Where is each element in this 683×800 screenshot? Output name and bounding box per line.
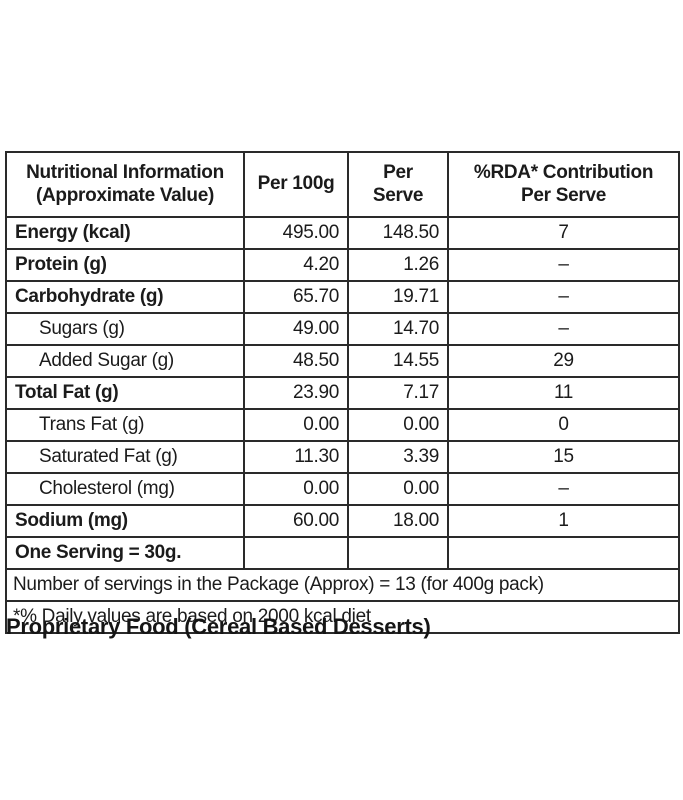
rda-cell: 29 (447, 344, 680, 378)
rda-cell: 15 (447, 440, 680, 474)
header-per-100g: Per 100g (243, 151, 349, 218)
header-line: (Approximate Value) (35, 184, 214, 206)
header-per-serve: Per Serve (347, 151, 449, 218)
rda-cell: 11 (447, 376, 680, 410)
table-row-added-sugar: Added Sugar (g) 48.50 14.55 29 (5, 344, 680, 378)
nutrient-label-cell: Cholesterol (mg) (5, 472, 245, 506)
nutrient-label-cell: Saturated Fat (g) (5, 440, 245, 474)
nutrient-label-cell: Sugars (g) (5, 312, 245, 346)
table-row-cholesterol: Cholesterol (mg) 0.00 0.00 – (5, 472, 680, 506)
table-row-sodium: Sodium (mg) 60.00 18.00 1 (5, 504, 680, 538)
nutrient-label-cell: Energy (kcal) (5, 216, 245, 250)
per-serve-cell: 148.50 (347, 216, 449, 250)
per-100g-cell: 23.90 (243, 376, 349, 410)
table-header-row: Nutritional Information (Approximate Val… (5, 151, 680, 218)
table-row-total-fat: Total Fat (g) 23.90 7.17 11 (5, 376, 680, 410)
nutrient-label-cell: Total Fat (g) (5, 376, 245, 410)
nutrition-table: Nutritional Information (Approximate Val… (5, 151, 680, 634)
nutrient-label-cell: Protein (g) (5, 248, 245, 282)
rda-cell: 1 (447, 504, 680, 538)
per-serve-cell: 0.00 (347, 408, 449, 442)
servings-note-row: Number of servings in the Package (Appro… (5, 568, 680, 602)
per-serve-cell: 18.00 (347, 504, 449, 538)
table-row-saturated-fat: Saturated Fat (g) 11.30 3.39 15 (5, 440, 680, 474)
per-serve-cell: 7.17 (347, 376, 449, 410)
per-100g-cell: 60.00 (243, 504, 349, 538)
daily-value-note: *% Daily values are based on 2000 kcal d… (5, 600, 680, 634)
table-row-one-serving: One Serving = 30g. (5, 536, 680, 570)
header-nutritional-information: Nutritional Information (Approximate Val… (5, 151, 245, 218)
per-100g-cell: 0.00 (243, 472, 349, 506)
header-line: %RDA* Contribution (473, 161, 654, 183)
rda-cell: – (447, 248, 680, 282)
per-100g-cell: 4.20 (243, 248, 349, 282)
table-row-carbohydrate: Carbohydrate (g) 65.70 19.71 – (5, 280, 680, 314)
table-row-energy: Energy (kcal) 495.00 148.50 7 (5, 216, 680, 250)
per-100g-cell: 49.00 (243, 312, 349, 346)
rda-cell: 7 (447, 216, 680, 250)
per-100g-cell: 0.00 (243, 408, 349, 442)
rda-cell: 0 (447, 408, 680, 442)
daily-value-note-row: *% Daily values are based on 2000 kcal d… (5, 600, 680, 634)
product-category-caption: Proprietary Food (Cereal Based Desserts) (6, 614, 431, 639)
per-serve-cell: 1.26 (347, 248, 449, 282)
per-serve-cell: 19.71 (347, 280, 449, 314)
per-100g-cell: 495.00 (243, 216, 349, 250)
per-serve-cell: 3.39 (347, 440, 449, 474)
table-row-protein: Protein (g) 4.20 1.26 – (5, 248, 680, 282)
header-rda-contribution: %RDA* Contribution Per Serve (447, 151, 680, 218)
per-serve-cell: 14.70 (347, 312, 449, 346)
per-100g-cell: 48.50 (243, 344, 349, 378)
per-serve-cell: 14.55 (347, 344, 449, 378)
empty-cell (243, 536, 349, 570)
nutrient-label-cell: Carbohydrate (g) (5, 280, 245, 314)
nutrient-label-cell: Trans Fat (g) (5, 408, 245, 442)
empty-cell (447, 536, 680, 570)
rda-cell: – (447, 280, 680, 314)
servings-note: Number of servings in the Package (Appro… (5, 568, 680, 602)
nutrient-label-cell: Sodium (mg) (5, 504, 245, 538)
nutrient-label-cell: Added Sugar (g) (5, 344, 245, 378)
table-row-trans-fat: Trans Fat (g) 0.00 0.00 0 (5, 408, 680, 442)
per-serve-cell: 0.00 (347, 472, 449, 506)
serving-size-cell: One Serving = 30g. (5, 536, 245, 570)
per-100g-cell: 11.30 (243, 440, 349, 474)
empty-cell (347, 536, 449, 570)
per-100g-cell: 65.70 (243, 280, 349, 314)
header-line: Nutritional Information (26, 161, 224, 183)
rda-cell: – (447, 472, 680, 506)
table-row-sugars: Sugars (g) 49.00 14.70 – (5, 312, 680, 346)
rda-cell: – (447, 312, 680, 346)
header-line: Per Serve (521, 184, 606, 206)
